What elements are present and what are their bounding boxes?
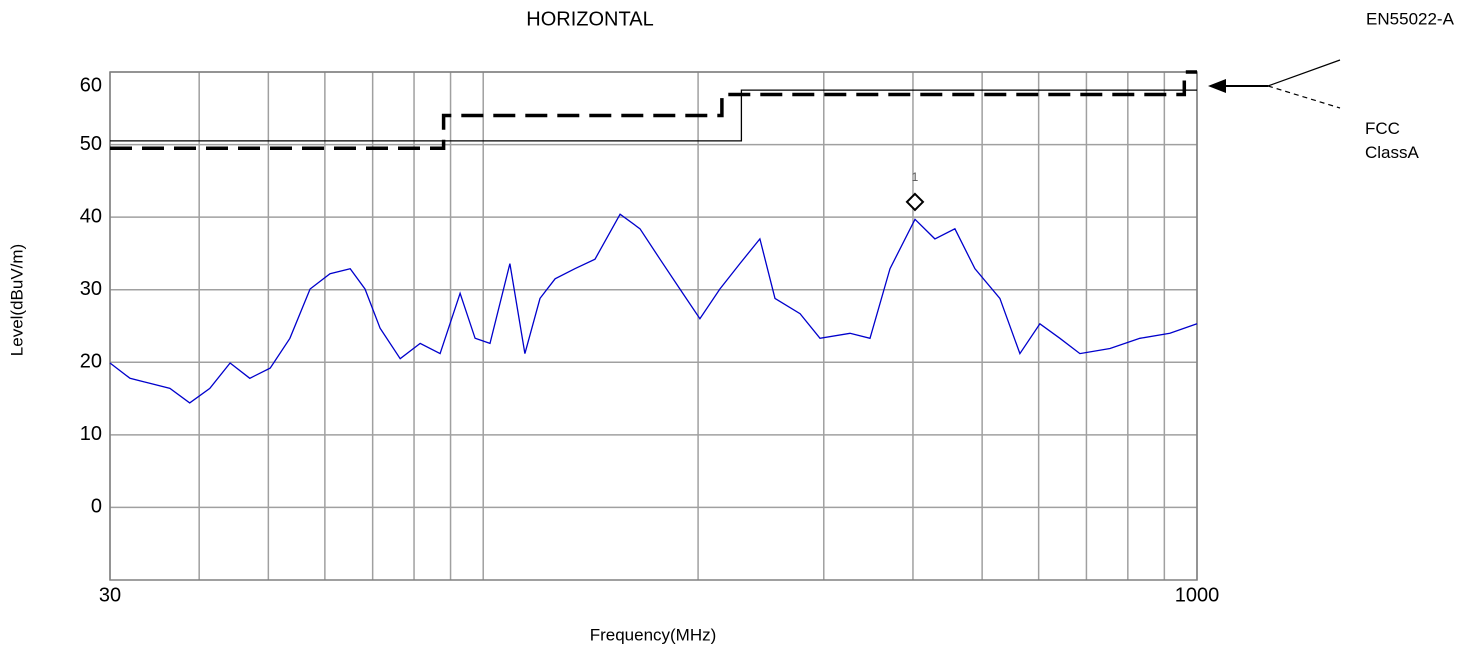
y-tick-label: 10	[80, 423, 102, 445]
x-tick-label: 30	[99, 584, 121, 606]
legend-label: FCC ClassA	[1365, 119, 1420, 162]
y-tick-label: 30	[80, 278, 102, 300]
legend-arrows	[1208, 59, 1341, 109]
marker	[905, 192, 925, 212]
series-line	[109, 213, 1198, 404]
x-axis-label: Frequency(MHz)	[590, 625, 717, 644]
y-tick-label: 20	[80, 351, 102, 373]
y-tick-label: 50	[80, 133, 102, 155]
y-tick-label: 0	[91, 496, 102, 518]
y-tick-label: 40	[80, 205, 102, 227]
chart-title: HORIZONTAL	[526, 8, 653, 30]
legend-label: EN55022-A	[1366, 9, 1455, 28]
y-axis-label: Level(dBuV/m)	[7, 244, 26, 356]
x-tick-label: 1000	[1175, 584, 1220, 606]
plot-border	[109, 71, 1198, 581]
y-tick-label: 60	[80, 74, 102, 96]
series-line	[110, 89, 1197, 142]
marker-label: 1	[912, 170, 919, 184]
series-line	[110, 70, 1197, 150]
